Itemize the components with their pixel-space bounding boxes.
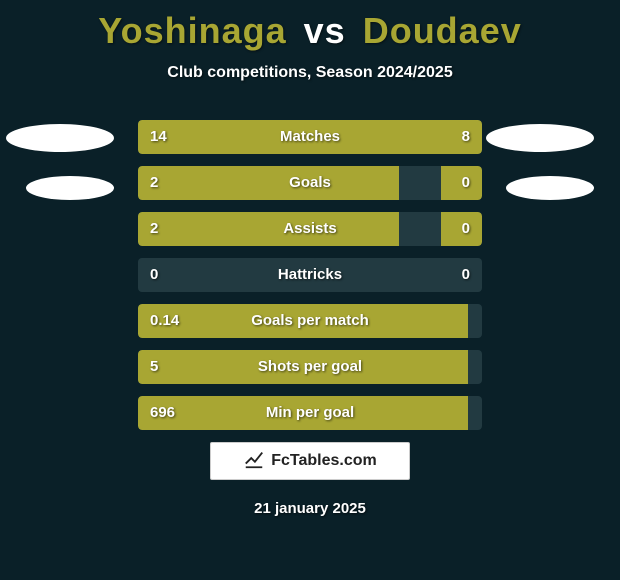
stat-row: 148Matches <box>138 120 482 154</box>
stat-label: Goals per match <box>138 304 482 338</box>
stat-row: 20Assists <box>138 212 482 246</box>
branding-text: FcTables.com <box>271 452 377 470</box>
player2-name: Doudaev <box>363 10 522 51</box>
player1-club-placeholder <box>26 176 114 200</box>
player1-name: Yoshinaga <box>98 10 286 51</box>
chart-line-icon <box>243 448 265 475</box>
stat-row: 20Goals <box>138 166 482 200</box>
player2-photo-placeholder <box>486 124 594 152</box>
vs-label: vs <box>304 10 346 51</box>
stat-row: 696Min per goal <box>138 396 482 430</box>
stat-label: Min per goal <box>138 396 482 430</box>
stat-label: Matches <box>138 120 482 154</box>
stat-label: Hattricks <box>138 258 482 292</box>
footer-date: 21 january 2025 <box>0 500 620 517</box>
stat-label: Goals <box>138 166 482 200</box>
branding-badge[interactable]: FcTables.com <box>210 442 410 480</box>
stat-row: 5Shots per goal <box>138 350 482 384</box>
stat-label: Assists <box>138 212 482 246</box>
comparison-bars: 148Matches 20Goals 20Assists 00Hattricks 0.1… <box>138 120 482 442</box>
subtitle: Club competitions, Season 2024/2025 <box>0 64 620 82</box>
player2-club-placeholder <box>506 176 594 200</box>
stat-label: Shots per goal <box>138 350 482 384</box>
comparison-title: Yoshinaga vs Doudaev <box>0 0 620 52</box>
stat-row: 0.14Goals per match <box>138 304 482 338</box>
player1-photo-placeholder <box>6 124 114 152</box>
stat-row: 00Hattricks <box>138 258 482 292</box>
